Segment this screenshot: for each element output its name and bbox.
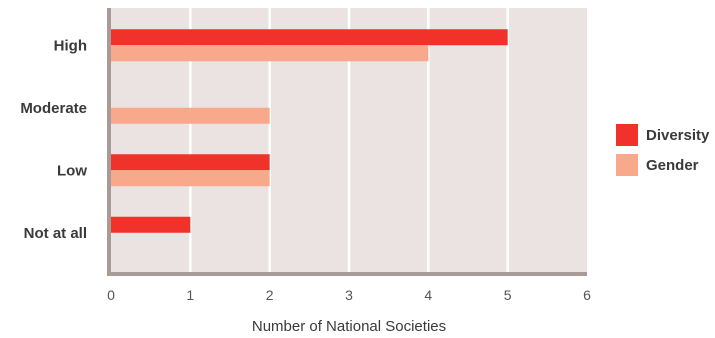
category-label-not-at-all: Not at all (24, 225, 87, 242)
category-labels: High Moderate Low Not at all (20, 37, 87, 242)
x-tick-label-4: 4 (424, 287, 432, 303)
bar-diversity-high (111, 29, 508, 46)
legend-label-gender: Gender (646, 157, 699, 174)
legend-label-diversity: Diversity (646, 127, 710, 144)
category-label-low: Low (57, 162, 87, 179)
bar-diversity-not-at-all (111, 216, 191, 233)
x-tick-label-6: 6 (583, 287, 591, 303)
legend: Diversity Gender (616, 124, 710, 176)
x-tick-label-5: 5 (504, 287, 512, 303)
x-tick-label-2: 2 (266, 287, 274, 303)
x-tick-label-3: 3 (345, 287, 353, 303)
legend-swatch-diversity (616, 124, 638, 146)
bar-diversity-low (111, 154, 270, 171)
x-tick-label-0: 0 (107, 287, 115, 303)
category-label-high: High (54, 37, 87, 54)
category-label-moderate: Moderate (20, 100, 87, 117)
bars (111, 29, 508, 233)
x-axis-title: Number of National Societies (252, 318, 446, 335)
legend-swatch-gender (616, 154, 638, 176)
x-tick-label-1: 1 (186, 287, 194, 303)
bar-gender-high (111, 45, 429, 62)
bar-gender-low (111, 170, 270, 187)
bar-gender-moderate (111, 107, 270, 124)
x-tick-labels: 0 1 2 3 4 5 6 (107, 287, 591, 303)
